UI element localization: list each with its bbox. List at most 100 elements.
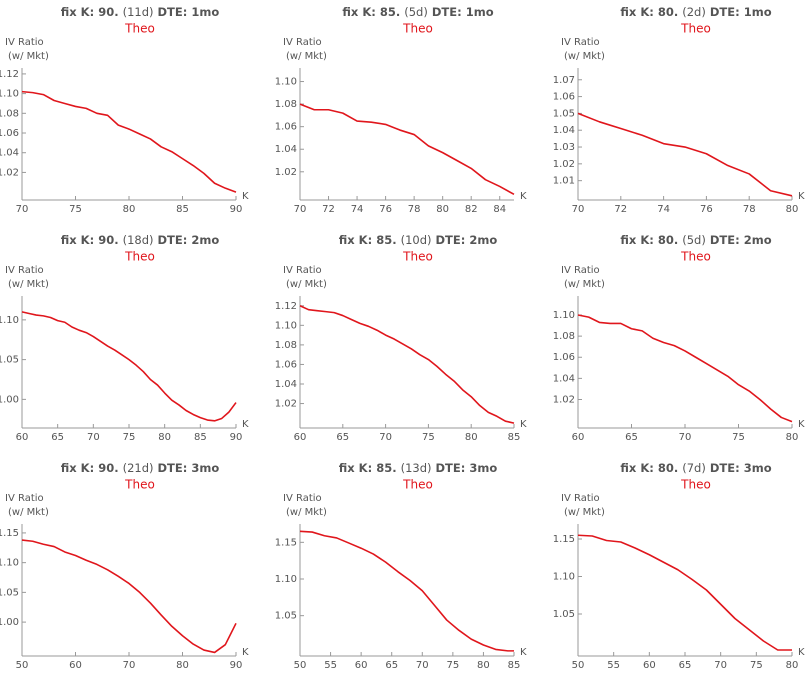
y-tick-label: 1.00 (0, 394, 19, 405)
y-tick-label: 1.02 (553, 159, 575, 170)
title-part: fix K: 90. (61, 233, 119, 247)
x-tick-label: 65 (679, 660, 692, 671)
x-tick-label: 70 (416, 660, 429, 671)
x-tick-label: 90 (230, 204, 243, 215)
x-tick-label: 74 (351, 204, 364, 215)
title-part: DTE: 3mo (158, 461, 220, 475)
x-axis-label: K (520, 419, 527, 430)
title-part: (2d) (682, 5, 706, 19)
y-tick-label: 1.08 (0, 108, 19, 119)
y-tick-label: 1.00 (0, 617, 19, 628)
x-tick-label: 60 (16, 432, 29, 443)
series-line (299, 530, 514, 652)
y-axis-label: (w/ Mkt) (286, 507, 327, 518)
x-tick-label: 84 (493, 204, 506, 215)
y-tick-label: 1.06 (553, 92, 575, 103)
title-part: DTE: 1mo (710, 5, 772, 19)
y-tick-label: 1.02 (275, 399, 297, 410)
title-part: (5d) (404, 5, 428, 19)
y-axis-label: IV Ratio (5, 37, 44, 48)
y-axis-label: (w/ Mkt) (286, 279, 327, 290)
y-tick-label: 1.04 (553, 373, 575, 384)
x-axis-label: K (798, 191, 805, 202)
panel: fix K: 80. (7d) DTE: 3mo Theo IV Ratio (w/ … (553, 461, 805, 672)
chart-title: fix K: 80. (2d) DTE: 1mo (620, 5, 771, 19)
x-tick-label: 85 (508, 432, 521, 443)
title-part: (7d) (682, 461, 706, 475)
legend-label: Theo (680, 22, 711, 36)
series-line (21, 539, 237, 654)
chart-title: fix K: 90. (21d) DTE: 3mo (61, 461, 220, 475)
x-tick-label: 70 (123, 660, 136, 671)
x-tick-label: 72 (614, 204, 627, 215)
y-tick-label: 1.15 (553, 534, 575, 545)
chart-title: fix K: 90. (11d) DTE: 1mo (61, 5, 220, 19)
y-tick-label: 1.04 (553, 125, 575, 136)
y-tick-label: 1.10 (0, 558, 19, 569)
x-tick-label: 75 (123, 432, 136, 443)
x-tick-label: 78 (408, 204, 421, 215)
title-part: DTE: 2mo (436, 233, 498, 247)
y-tick-label: 1.04 (0, 148, 19, 159)
y-axis-label: (w/ Mkt) (8, 51, 49, 62)
x-tick-label: 70 (714, 660, 727, 671)
legend-label: Theo (124, 22, 155, 36)
y-tick-label: 1.10 (275, 574, 297, 585)
x-tick-label: 60 (572, 432, 585, 443)
y-tick-label: 1.15 (275, 537, 297, 548)
x-tick-label: 70 (572, 204, 585, 215)
y-tick-label: 1.08 (553, 331, 575, 342)
title-part: (11d) (123, 5, 154, 19)
y-tick-label: 1.05 (0, 587, 19, 598)
x-tick-label: 80 (436, 204, 449, 215)
x-tick-label: 80 (786, 432, 799, 443)
chart-title: fix K: 85. (5d) DTE: 1mo (342, 5, 493, 19)
y-tick-label: 1.15 (0, 528, 19, 539)
x-axis-label: K (798, 647, 805, 658)
y-tick-label: 1.05 (553, 609, 575, 620)
legend-label: Theo (124, 250, 155, 264)
legend-label: Theo (124, 478, 155, 492)
x-tick-label: 70 (87, 432, 100, 443)
x-axis-label: K (520, 647, 527, 658)
y-tick-label: 1.03 (553, 142, 575, 153)
x-tick-label: 50 (294, 660, 307, 671)
y-axis-label: IV Ratio (5, 493, 44, 504)
y-axis-label: (w/ Mkt) (286, 51, 327, 62)
y-axis-label: IV Ratio (561, 493, 600, 504)
x-tick-label: 75 (732, 432, 745, 443)
legend-label: Theo (402, 250, 433, 264)
x-tick-label: 65 (625, 432, 638, 443)
x-tick-label: 70 (379, 432, 392, 443)
legend-label: Theo (402, 478, 433, 492)
x-axis-label: K (520, 191, 527, 202)
y-tick-label: 1.02 (553, 394, 575, 405)
y-tick-label: 1.06 (275, 122, 297, 133)
y-axis-label: IV Ratio (283, 493, 322, 504)
y-axis-label: (w/ Mkt) (564, 51, 605, 62)
chart-title: fix K: 80. (7d) DTE: 3mo (620, 461, 771, 475)
x-tick-label: 80 (477, 660, 490, 671)
y-tick-label: 1.06 (553, 352, 575, 363)
series-line (299, 103, 515, 196)
title-part: (13d) (401, 461, 432, 475)
x-tick-label: 70 (294, 204, 307, 215)
y-tick-label: 1.08 (275, 340, 297, 351)
title-part: fix K: 85. (342, 5, 400, 19)
x-tick-label: 85 (194, 432, 207, 443)
x-tick-label: 85 (176, 204, 189, 215)
y-tick-label: 1.10 (0, 89, 19, 100)
x-tick-label: 50 (572, 660, 585, 671)
x-tick-label: 60 (294, 432, 307, 443)
title-part: fix K: 85. (339, 461, 397, 475)
x-tick-label: 74 (657, 204, 670, 215)
y-tick-label: 1.06 (0, 128, 19, 139)
y-tick-label: 1.05 (553, 108, 575, 119)
x-axis-label: K (242, 419, 249, 430)
title-part: DTE: 2mo (158, 233, 220, 247)
x-tick-label: 85 (508, 660, 521, 671)
series-line (577, 314, 793, 423)
title-part: fix K: 80. (620, 5, 678, 19)
y-axis-label: IV Ratio (283, 265, 322, 276)
title-part: fix K: 80. (620, 461, 678, 475)
